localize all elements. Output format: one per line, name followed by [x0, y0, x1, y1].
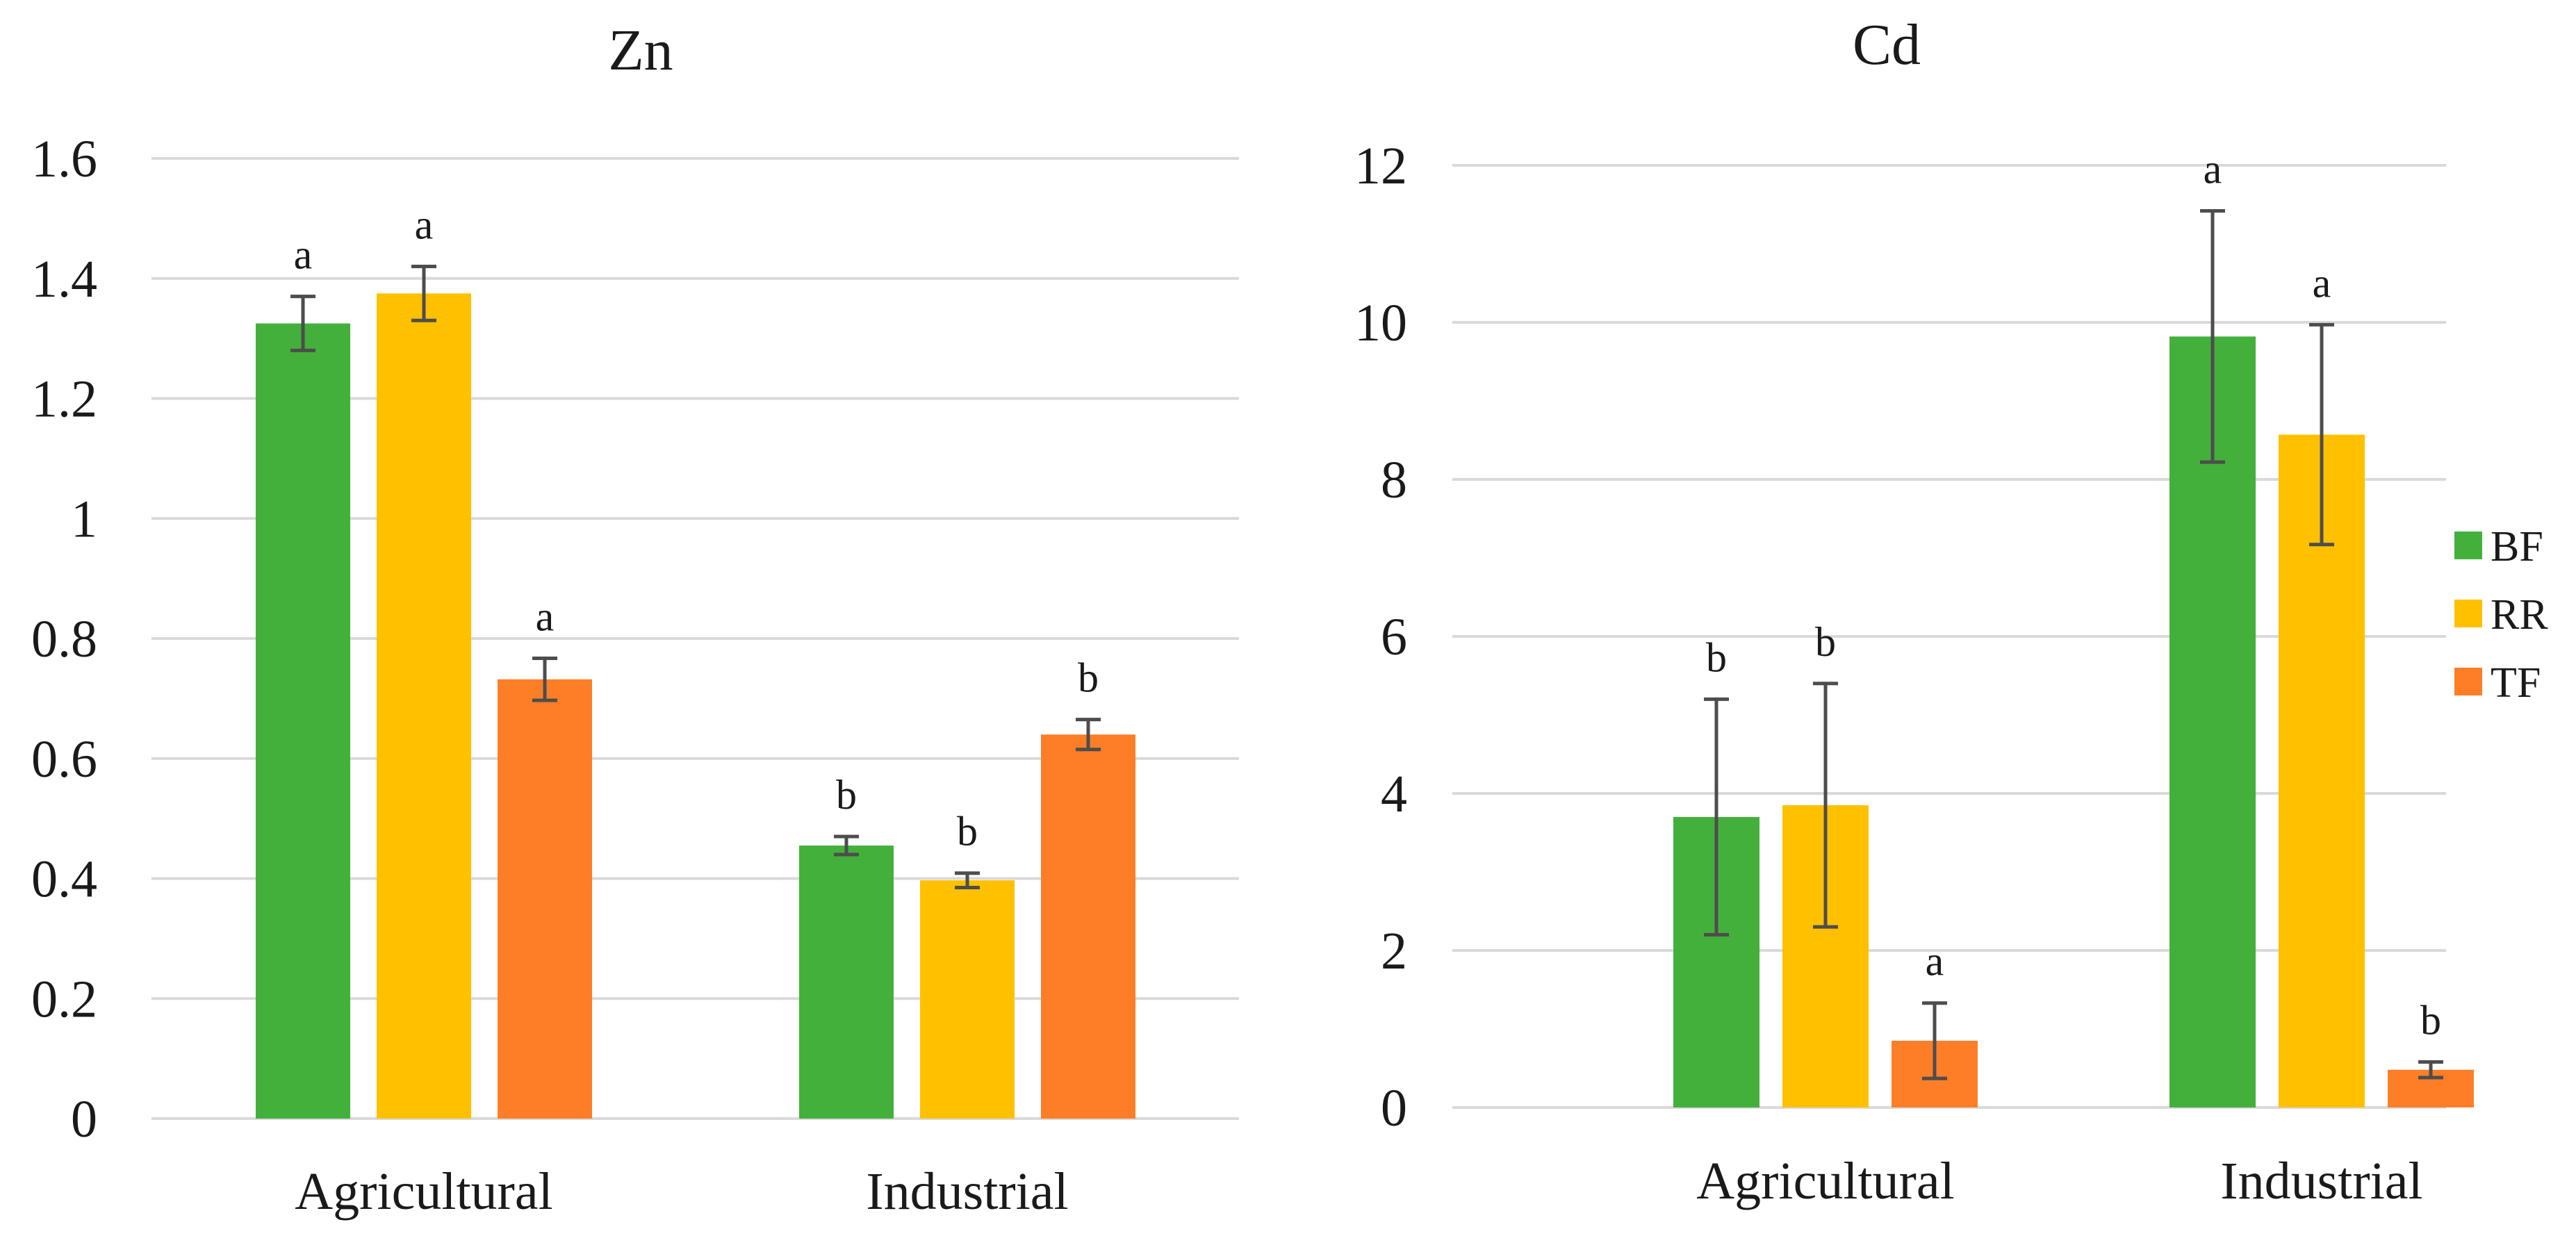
bar-bf: [799, 845, 894, 1119]
legend-swatch-rr: [2454, 600, 2482, 627]
error-bar: [1813, 682, 1838, 929]
y-tick-label: 0.8: [31, 610, 97, 668]
y-tick-label: 0: [1381, 1079, 1407, 1137]
y-tick-label: 1.4: [31, 250, 97, 308]
significance-letter: a: [2313, 260, 2331, 306]
y-tick-label: 12: [1354, 137, 1407, 195]
error-bar: [2309, 322, 2334, 547]
y-tick-label: 0.2: [31, 970, 97, 1028]
x-category-label: Industrial: [2220, 1152, 2422, 1210]
significance-letter: b: [836, 772, 857, 818]
y-tick-label: 1.6: [31, 130, 97, 188]
error-bar: [2418, 1060, 2443, 1080]
legend-swatch-bf: [2454, 532, 2482, 559]
significance-letter: a: [294, 232, 313, 278]
significance-letter: a: [1926, 939, 1944, 984]
significance-letter: a: [536, 594, 555, 640]
y-tick-label: 1: [71, 490, 97, 548]
y-tick-label: 1.2: [31, 370, 97, 429]
bar-rr: [920, 880, 1015, 1119]
x-category-label: Industrial: [866, 1162, 1068, 1221]
legend-label-bf: BF: [2491, 523, 2543, 570]
chart-title: Zn: [608, 18, 673, 83]
significance-letter: b: [2420, 997, 2441, 1043]
y-tick-label: 0: [71, 1090, 97, 1148]
error-bar: [834, 834, 859, 857]
error-bar: [411, 264, 436, 322]
y-tick-label: 4: [1381, 765, 1407, 823]
significance-letter: b: [1078, 655, 1099, 701]
error-bar: [290, 295, 315, 352]
bar-bf: [2169, 336, 2256, 1108]
significance-letter: a: [415, 201, 434, 247]
error-bar: [1922, 1001, 1947, 1080]
significance-letter: b: [1706, 634, 1727, 680]
bar-tf: [498, 679, 592, 1119]
y-tick-label: 0.6: [31, 730, 97, 789]
legend: BF RR TF: [2454, 523, 2548, 707]
bar-rr: [2279, 434, 2365, 1107]
error-bar: [1076, 718, 1101, 752]
significance-letter: a: [2204, 147, 2222, 192]
error-bar: [2200, 209, 2225, 464]
significance-letter: b: [957, 809, 978, 855]
y-tick-label: 6: [1381, 608, 1407, 666]
y-tick-label: 2: [1381, 922, 1407, 980]
error-bar: [532, 657, 557, 702]
error-bar: [955, 871, 980, 889]
x-category-label: Agricultural: [295, 1162, 552, 1221]
y-tick-label: 0.4: [31, 850, 97, 909]
legend-label-rr: RR: [2491, 591, 2548, 638]
chart-zn: Zn 0 0.2 0.4 0.6 0.8 1 1.2 1.4 1.6 Agricultural Ind…: [31, 18, 1239, 1221]
bar-tf: [1041, 734, 1135, 1119]
bar-bf: [256, 323, 350, 1119]
legend-label-tf: TF: [2491, 659, 2541, 707]
x-category-label: Agricultural: [1696, 1152, 1954, 1210]
error-bar: [1704, 697, 1729, 937]
y-tick-label: 10: [1354, 294, 1407, 352]
y-tick-label: 8: [1381, 451, 1407, 509]
chart-title: Cd: [1853, 13, 1921, 77]
bar-rr: [377, 293, 471, 1119]
significance-letter: b: [1815, 619, 1836, 665]
legend-swatch-tf: [2454, 668, 2482, 695]
chart-cd: Cd 0 2 4 6 8 10 12 Agricultural Industrial b a b a a b: [1354, 13, 2474, 1210]
